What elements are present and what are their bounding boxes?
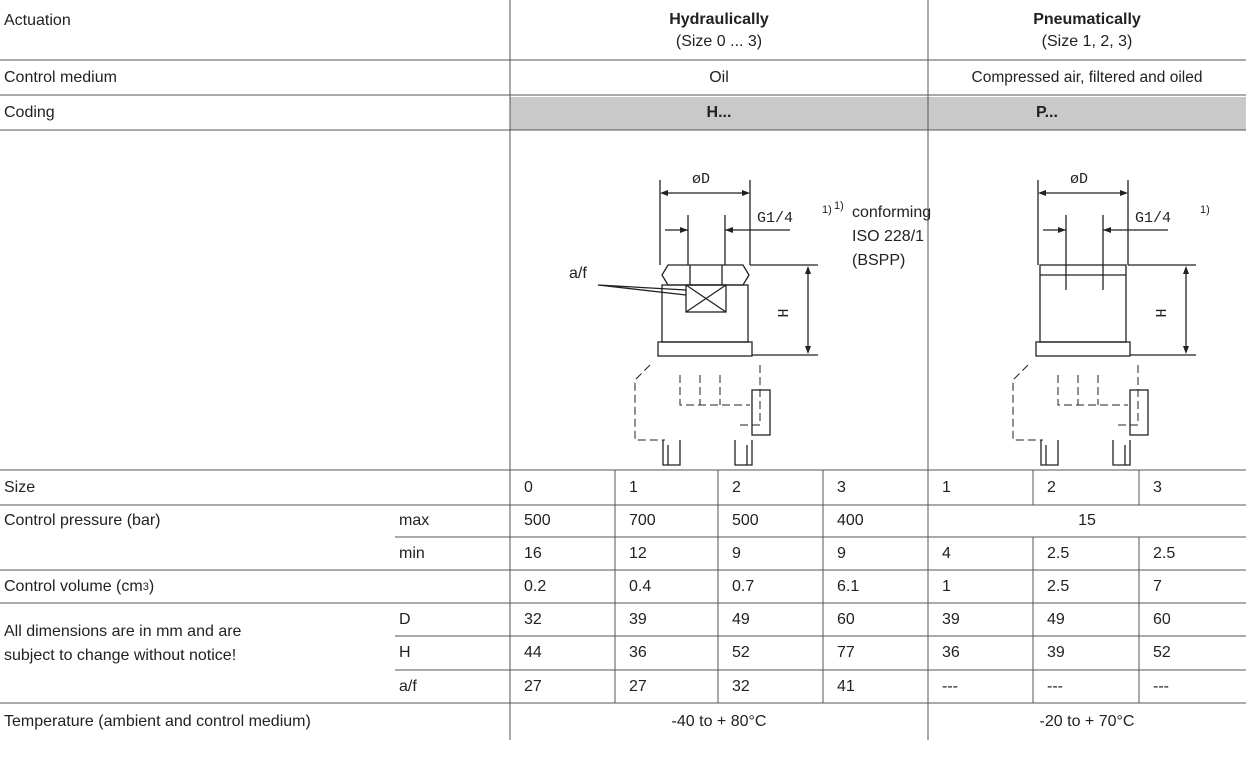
footnote-line: conforming <box>852 204 932 221</box>
value: 0.4 <box>629 577 652 595</box>
note-line: All dimensions are in mm and are <box>4 623 242 640</box>
value: Oil <box>709 68 729 86</box>
value: 2.5 <box>1047 544 1070 562</box>
row-label: Temperature (ambient and control medium) <box>4 712 311 730</box>
value: 32 <box>732 677 750 695</box>
row-label: Control pressure (bar) <box>4 512 161 529</box>
value: 500 <box>524 512 551 529</box>
value: 39 <box>1047 644 1065 661</box>
group-title: Pneumatically <box>1033 11 1141 28</box>
label-part: ) <box>148 577 155 595</box>
thread-label: G1/4 <box>1135 210 1171 227</box>
footnote-line: ISO 228/1 <box>852 228 925 245</box>
value: 3 <box>837 478 846 496</box>
value: Compressed air, filtered and oiled <box>971 68 1203 86</box>
height-label: H <box>776 308 793 317</box>
value: 2 <box>1047 478 1056 496</box>
group-sizes: (Size 0 ... 3) <box>675 33 763 50</box>
value: 3 <box>1153 478 1162 496</box>
sub-label: H <box>399 644 411 661</box>
sub-label: max <box>399 512 430 529</box>
value: 1 <box>942 577 951 595</box>
value: 0.2 <box>524 577 547 595</box>
value: 1 <box>629 478 638 496</box>
value: 49 <box>732 610 750 628</box>
value: 52 <box>1153 644 1171 661</box>
value: 32 <box>524 610 542 628</box>
value: 9 <box>837 544 846 562</box>
value: 0.7 <box>732 577 755 595</box>
value: 60 <box>837 610 855 628</box>
value: 400 <box>837 512 864 529</box>
value: 27 <box>629 677 647 695</box>
diameter-label: øD <box>692 171 710 188</box>
af-label: a/f <box>569 265 587 282</box>
value: 39 <box>629 610 647 628</box>
value: 2.5 <box>1047 577 1070 595</box>
value: 16 <box>524 544 542 562</box>
value: 2.5 <box>1153 544 1176 562</box>
row-label: Control volume (cm 3) <box>0 570 510 603</box>
value: 39 <box>942 610 960 628</box>
value: 500 <box>732 512 759 529</box>
value: 700 <box>629 512 656 529</box>
sub-label: a/f <box>399 677 417 695</box>
value: --- <box>942 677 958 695</box>
thread-label: G1/4 <box>757 210 793 227</box>
value: --- <box>1153 677 1169 695</box>
height-label: H <box>1154 308 1171 317</box>
row-label: Size <box>4 478 36 496</box>
value: 6.1 <box>837 577 860 595</box>
value: -40 to + 80°C <box>671 712 767 730</box>
group-sizes: (Size 1, 2, 3) <box>1041 33 1133 50</box>
value: 27 <box>524 677 542 695</box>
value: 77 <box>837 644 855 661</box>
footnote-mark: 1) <box>834 200 844 212</box>
value: 36 <box>942 644 960 661</box>
value: 41 <box>837 677 855 695</box>
value: 36 <box>629 644 647 661</box>
thread-mark: 1) <box>1200 204 1210 216</box>
row-label: Coding <box>4 103 55 121</box>
pneumatic-drawing <box>1012 180 1196 466</box>
sub-label: D <box>399 610 411 628</box>
coding: H... <box>706 103 732 121</box>
value: 52 <box>732 644 750 661</box>
diameter-label: øD <box>1070 171 1088 188</box>
label-part: 3 <box>142 580 149 593</box>
note-line: subject to change without notice! <box>4 647 237 664</box>
thread-mark: 1) <box>822 204 832 216</box>
footnote-line: (BSPP) <box>852 252 906 269</box>
value: 7 <box>1153 577 1162 595</box>
value: 60 <box>1153 610 1171 628</box>
coding: P... <box>1036 103 1058 121</box>
coding-band <box>510 97 1246 130</box>
label-part: Control volume (cm <box>4 577 143 595</box>
value: 4 <box>942 544 951 562</box>
value: -20 to + 70°C <box>1039 712 1135 730</box>
row-label: Actuation <box>4 12 71 29</box>
value: 2 <box>732 478 741 496</box>
hydraulic-drawing <box>597 180 818 466</box>
value: 44 <box>524 644 542 661</box>
value: --- <box>1047 677 1063 695</box>
value: 49 <box>1047 610 1065 628</box>
value: 12 <box>629 544 647 562</box>
value: 9 <box>732 544 741 562</box>
value: 15 <box>1078 512 1096 529</box>
group-title: Hydraulically <box>669 11 769 28</box>
row-label: Control medium <box>4 68 117 86</box>
value: 1 <box>942 478 951 496</box>
sub-label: min <box>399 544 425 562</box>
value: 0 <box>524 478 533 496</box>
